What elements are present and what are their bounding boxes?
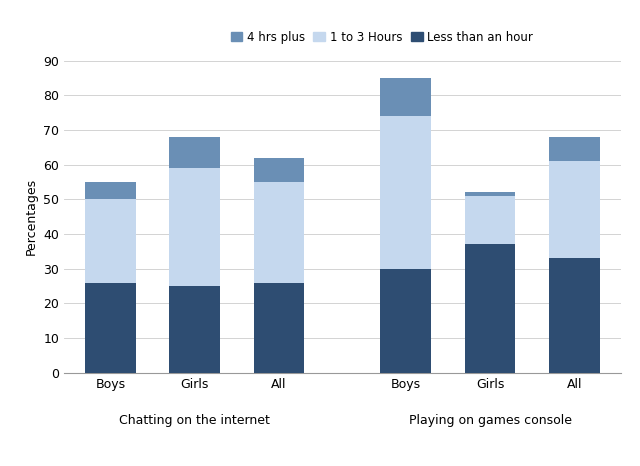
Bar — [85, 182, 136, 199]
Bar — [170, 168, 220, 286]
Bar — [254, 158, 305, 182]
Bar — [380, 78, 431, 116]
Legend: 4 hrs plus, 1 to 3 Hours, Less than an hour: 4 hrs plus, 1 to 3 Hours, Less than an h… — [226, 26, 538, 48]
Bar — [549, 161, 600, 258]
Bar — [254, 282, 305, 373]
Bar — [85, 282, 136, 373]
Bar — [380, 116, 431, 269]
Bar — [85, 199, 136, 282]
Bar — [465, 245, 515, 373]
Bar — [170, 286, 220, 373]
Bar — [465, 196, 515, 245]
Bar — [254, 182, 305, 282]
Bar — [170, 137, 220, 168]
Y-axis label: Percentages: Percentages — [24, 178, 38, 255]
Bar — [549, 137, 600, 161]
Bar — [549, 258, 600, 373]
Bar — [380, 269, 431, 373]
Bar — [465, 192, 515, 196]
Text: Playing on games console: Playing on games console — [408, 414, 572, 427]
Text: Chatting on the internet: Chatting on the internet — [119, 414, 270, 427]
